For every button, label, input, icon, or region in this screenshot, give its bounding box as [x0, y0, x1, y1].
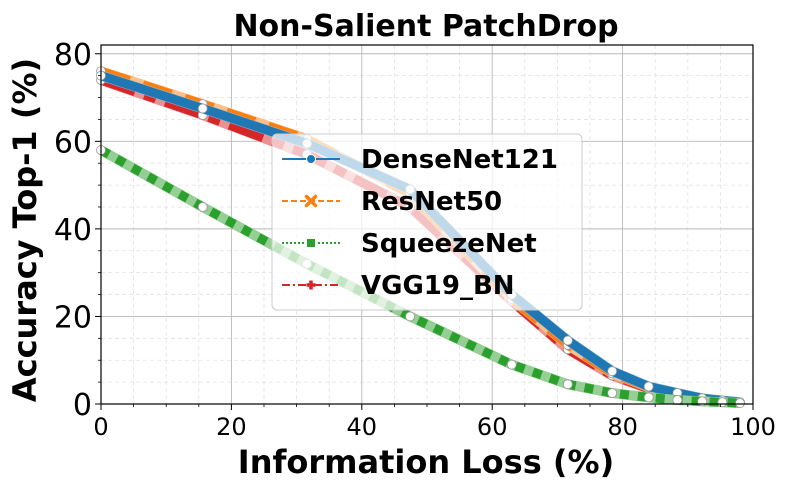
data-point-squeezenet [672, 395, 683, 405]
y-tick-label: 40 [54, 213, 92, 248]
data-point-squeezenet-marker [607, 388, 618, 398]
data-point-densenet121 [607, 366, 618, 377]
data-point-squeezenet-marker [405, 311, 415, 322]
x-tick-label: 60 [477, 413, 508, 441]
legend-label-resnet50: ResNet50 [361, 187, 502, 217]
x-tick-label: 20 [216, 413, 247, 441]
data-point-densenet121 [562, 335, 573, 346]
y-tick-label: 80 [54, 38, 92, 73]
x-tick-label: 40 [347, 413, 378, 441]
data-point-squeezenet [405, 311, 415, 322]
legend-label-densenet121: DenseNet121 [361, 145, 558, 175]
data-point-squeezenet [717, 397, 728, 408]
data-point-squeezenet-marker [672, 395, 683, 405]
legend-marker-resnet50 [304, 194, 318, 208]
data-point-squeezenet [735, 398, 745, 409]
legend-label-vgg19-bn: VGG19_BN [361, 271, 515, 301]
y-axis-label: Accuracy Top-1 (%) [6, 58, 44, 402]
chart-title: Non-Salient PatchDrop [233, 9, 618, 44]
axes: 0 20 40 60 80 100 0 20 40 60 80 [54, 38, 776, 441]
data-point-squeezenet [607, 388, 618, 398]
data-point-densenet121-marker [562, 335, 573, 346]
data-point-squeezenet-marker [717, 397, 728, 408]
data-point-densenet121 [643, 381, 654, 392]
legend-box [271, 133, 583, 311]
data-point-squeezenet-marker [562, 379, 573, 390]
data-point-densenet121 [197, 103, 208, 114]
data-point-squeezenet [643, 392, 654, 403]
data-point-squeezenet-marker [197, 202, 208, 212]
legend-marker-vgg19-bn [306, 280, 316, 290]
data-point-squeezenet [562, 379, 573, 390]
y-tick-label: 0 [73, 388, 92, 423]
data-point-squeezenet-marker [506, 359, 517, 370]
x-axis-label: Information Loss (%) [238, 443, 614, 481]
data-point-squeezenet-marker [735, 398, 745, 409]
data-point-squeezenet [197, 202, 208, 212]
legend-marker-squeezenet [306, 238, 316, 248]
data-point-densenet121-marker [197, 103, 208, 114]
legend: DenseNet121 ResNet50 SqueezeNet VGG19_BN [271, 133, 583, 311]
data-point-densenet121-marker [607, 366, 618, 377]
x-tick-label: 80 [607, 413, 638, 441]
series-line-squeezenet [98, 146, 741, 408]
y-tick-label: 20 [54, 300, 92, 335]
legend-label-squeezenet: SqueezeNet [361, 229, 537, 259]
y-tick-label: 60 [54, 125, 92, 160]
x-tick-label: 100 [730, 413, 776, 441]
legend-marker-densenet121 [306, 154, 316, 164]
data-point-squeezenet-marker [643, 392, 654, 403]
data-point-squeezenet [506, 359, 517, 370]
x-tick-label: 0 [93, 413, 108, 441]
data-point-densenet121-marker [643, 381, 654, 392]
